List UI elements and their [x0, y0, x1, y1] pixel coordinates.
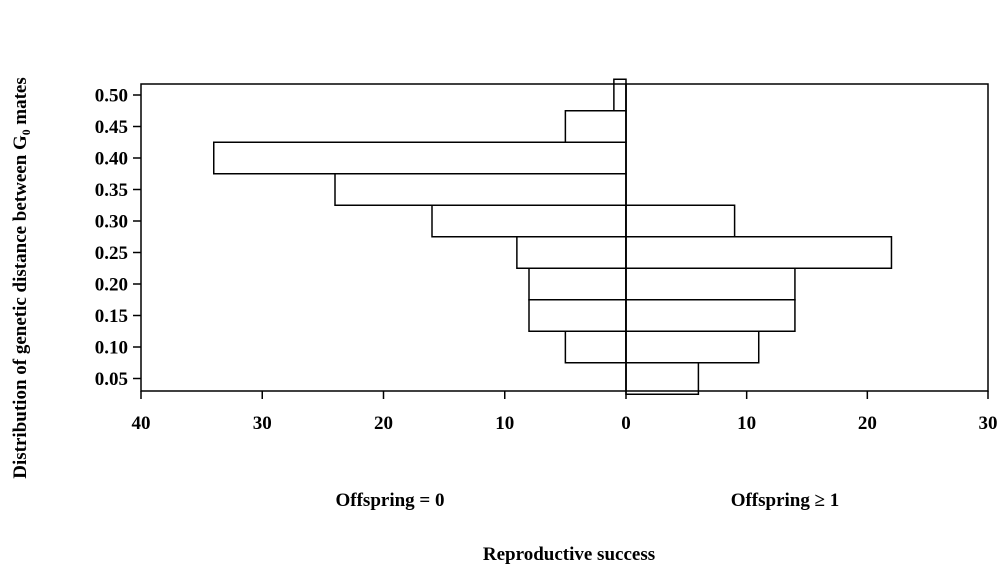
x-tick-label: 10 — [737, 413, 756, 434]
left-panel-label: Offspring = 0 — [336, 490, 445, 511]
bar-offspring-ge1-0.15 — [625, 299, 796, 332]
bars — [213, 78, 893, 395]
y-tick-label: 0.35 — [95, 180, 128, 201]
x-tick-label: 20 — [858, 413, 877, 434]
x-tick-label: 20 — [374, 413, 393, 434]
y-tick-label: 0.20 — [95, 275, 128, 296]
bar-offspring-0-0.10 — [564, 330, 627, 364]
y-tick-label: 0.10 — [95, 338, 128, 359]
y-tick-label: 0.30 — [95, 212, 128, 233]
y-axis-ticks: 0.05 0.10 0.15 0.20 0.25 0.30 0.35 0.40 0.45 0.50 — [95, 86, 141, 390]
x-tick-label: 30 — [979, 413, 998, 434]
x-tick-label: 40 — [132, 413, 151, 434]
y-axis-title: Distribution of genetic distance between… — [10, 77, 31, 478]
x-axis-ticks: 40 30 20 10 0 10 20 30 — [132, 391, 998, 434]
x-tick-label: 10 — [495, 413, 514, 434]
bar-offspring-0-0.25 — [516, 236, 627, 269]
bar-offspring-ge1-0.10 — [625, 330, 760, 364]
right-plot-frame — [625, 83, 989, 392]
bar-offspring-0-0.40 — [213, 141, 627, 175]
x-tick-label: 30 — [253, 413, 272, 434]
x-tick-label: 0 — [621, 413, 631, 434]
bar-offspring-ge1-0.30 — [625, 204, 736, 238]
y-tick-label: 0.25 — [95, 243, 128, 264]
y-tick-label: 0.40 — [95, 149, 128, 170]
bar-offspring-0-0.30 — [431, 204, 627, 238]
y-tick-label: 0.45 — [95, 117, 128, 138]
bar-offspring-0-0.15 — [528, 299, 627, 332]
bar-offspring-0-0.20 — [528, 267, 627, 301]
bar-offspring-ge1-0.20 — [625, 267, 796, 301]
bar-offspring-0-0.35 — [334, 173, 627, 206]
right-panel-label: Offspring ≥ 1 — [731, 490, 840, 511]
y-tick-label: 0.15 — [95, 306, 128, 327]
y-tick-label: 0.05 — [95, 369, 128, 390]
x-axis-title: Reproductive success — [483, 544, 655, 565]
bar-offspring-ge1-0.25 — [625, 236, 893, 269]
y-tick-label: 0.50 — [95, 86, 128, 107]
bar-offspring-ge1-0.05 — [625, 362, 700, 395]
bar-offspring-0-0.45 — [564, 110, 627, 143]
